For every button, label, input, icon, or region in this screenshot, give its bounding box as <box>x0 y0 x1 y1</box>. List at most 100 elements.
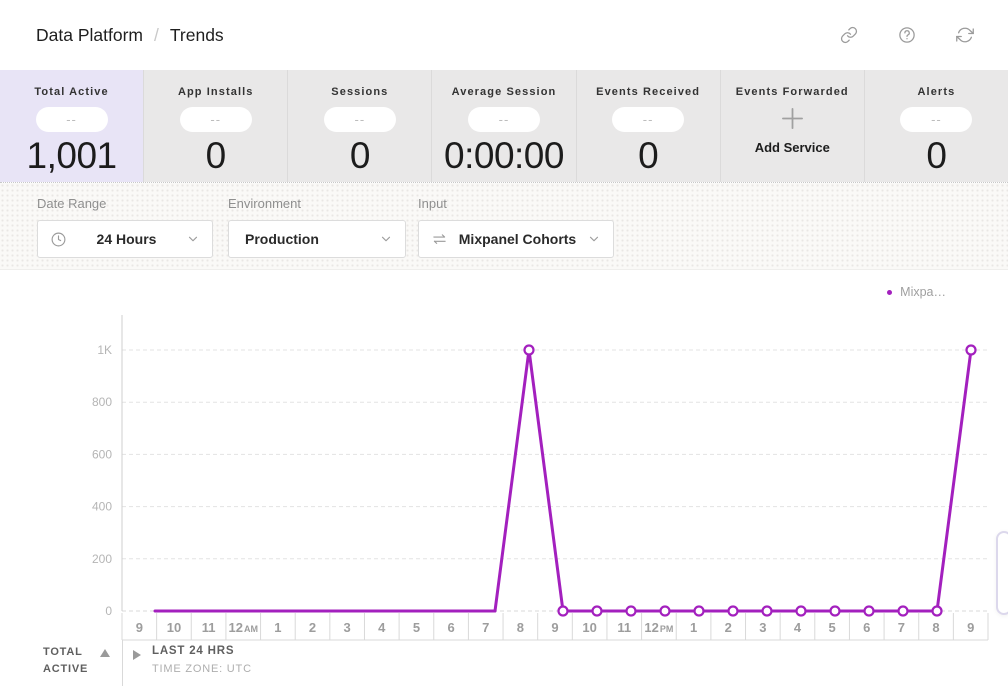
metric-value: 0 <box>205 135 227 176</box>
metric-label: Events Received <box>596 86 701 98</box>
metric-label: Total Active <box>34 86 109 98</box>
legend-label: Mixpa… <box>900 285 946 299</box>
header-actions <box>840 26 1008 44</box>
data-point-marker[interactable] <box>591 605 603 617</box>
data-point-marker[interactable] <box>625 605 637 617</box>
svg-text:4: 4 <box>378 620 386 635</box>
breadcrumb-parent[interactable]: Data Platform <box>36 24 143 45</box>
series-line <box>153 348 973 613</box>
metric-card-sessions[interactable]: Sessions -- 0 <box>287 70 432 182</box>
svg-text:4: 4 <box>794 620 802 635</box>
input-label: Input <box>418 196 447 211</box>
legend-item[interactable]: Mixpa… <box>887 285 946 299</box>
metric-value: 0 <box>638 135 659 176</box>
chevron-down-icon <box>589 236 599 242</box>
data-point-marker[interactable] <box>829 605 841 617</box>
input-filter: Input Mixpanel Cohorts <box>418 196 614 258</box>
page-title: Trends <box>169 24 224 45</box>
breadcrumb-separator: / <box>153 24 159 45</box>
chevron-down-icon <box>381 236 391 242</box>
change-pill: -- <box>467 107 540 132</box>
metric-card-alerts[interactable]: Alerts -- 0 <box>863 70 1008 182</box>
data-point-marker[interactable] <box>761 605 773 617</box>
svg-text:1K: 1K <box>97 343 112 357</box>
svg-text:8: 8 <box>932 620 939 635</box>
change-pill: -- <box>35 107 108 132</box>
svg-text:9: 9 <box>136 620 143 635</box>
svg-text:3: 3 <box>759 620 766 635</box>
metric-card-total-active[interactable]: Total Active -- 1,001 <box>0 70 144 182</box>
expand-row-icon[interactable] <box>133 650 141 660</box>
data-point-marker[interactable] <box>795 605 807 617</box>
data-point-marker[interactable] <box>727 605 739 617</box>
svg-text:7: 7 <box>898 620 905 635</box>
metric-label: Alerts <box>917 86 956 98</box>
data-point-marker[interactable] <box>931 605 943 617</box>
svg-text:12PM: 12PM <box>644 620 673 635</box>
metric-label: App Installs <box>177 86 254 98</box>
trends-chart: 0 200 400 600 800 1K 9 10 11 12AM 1 2 3 4 5 6 7 8 9 10 11 12P… <box>92 315 989 641</box>
change-pill: -- <box>612 107 685 132</box>
data-point-marker[interactable] <box>557 605 569 617</box>
svg-text:200: 200 <box>92 552 112 566</box>
add-service-button[interactable]: Add Service <box>754 140 830 155</box>
svg-text:10: 10 <box>582 620 596 635</box>
range-label: LAST 24 HRS <box>152 645 235 657</box>
metric-card-events-forwarded[interactable]: Events Forwarded Add Service <box>719 70 864 182</box>
svg-text:2: 2 <box>309 620 316 635</box>
legend-dot <box>887 289 893 295</box>
help-icon[interactable] <box>898 26 916 44</box>
environment-filter: Environment Production <box>228 196 406 258</box>
metric-card-events-received[interactable]: Events Received -- 0 <box>575 70 720 182</box>
svg-text:12AM: 12AM <box>229 620 258 635</box>
data-point-marker[interactable] <box>965 344 977 356</box>
metric-card-average-session[interactable]: Average Session -- 0:00:00 <box>431 70 576 182</box>
series-row-label: TOTAL ACTIVE <box>43 644 88 678</box>
transfer-arrows-icon <box>433 233 446 244</box>
environment-select[interactable]: Production <box>228 220 406 258</box>
svg-text:800: 800 <box>92 395 112 409</box>
svg-text:9: 9 <box>967 620 974 635</box>
svg-text:11: 11 <box>617 620 631 635</box>
svg-text:1: 1 <box>274 620 281 635</box>
svg-text:5: 5 <box>829 620 836 635</box>
metric-value: 0 <box>926 135 947 176</box>
metric-card-app-installs[interactable]: App Installs -- 0 <box>143 70 288 182</box>
data-point-marker[interactable] <box>693 605 705 617</box>
breadcrumb: Data Platform / Trends <box>36 25 224 46</box>
input-select[interactable]: Mixpanel Cohorts <box>418 220 614 258</box>
footer-divider <box>122 640 123 686</box>
date-range-select[interactable]: 24 Hours <box>37 220 213 258</box>
metric-label: Average Session <box>451 86 557 98</box>
date-range-filter: Date Range 24 Hours <box>37 196 213 258</box>
series-row-label-line2: ACTIVE <box>43 663 89 675</box>
refresh-icon[interactable] <box>956 26 974 44</box>
clock-icon <box>51 232 66 246</box>
filter-bar: Date Range 24 Hours Environment Producti… <box>0 183 1008 270</box>
change-pill: -- <box>179 107 252 132</box>
date-range-value: 24 Hours <box>96 231 157 247</box>
edge-widget[interactable] <box>996 531 1008 615</box>
data-point-marker[interactable] <box>523 344 535 356</box>
metric-label: Sessions <box>331 86 389 98</box>
plus-icon <box>721 105 864 132</box>
sort-ascending-icon[interactable] <box>100 649 110 657</box>
svg-text:8: 8 <box>517 620 524 635</box>
timezone-label: TIME ZONE: UTC <box>152 663 252 675</box>
metric-value: 0 <box>349 135 371 176</box>
link-icon[interactable] <box>840 26 858 44</box>
svg-text:7: 7 <box>482 620 489 635</box>
svg-text:9: 9 <box>551 620 558 635</box>
change-pill: -- <box>323 107 396 132</box>
data-point-marker[interactable] <box>659 605 671 617</box>
metric-value: 1,001 <box>26 135 118 176</box>
data-point-marker[interactable] <box>863 605 875 617</box>
svg-text:10: 10 <box>167 620 181 635</box>
svg-text:6: 6 <box>447 620 454 635</box>
page-header: Data Platform / Trends <box>0 0 1008 70</box>
svg-text:11: 11 <box>202 620 216 635</box>
data-point-marker[interactable] <box>897 605 909 617</box>
svg-text:2: 2 <box>725 620 732 635</box>
metric-cards-row: Total Active -- 1,001 App Installs -- 0 … <box>0 70 1008 183</box>
